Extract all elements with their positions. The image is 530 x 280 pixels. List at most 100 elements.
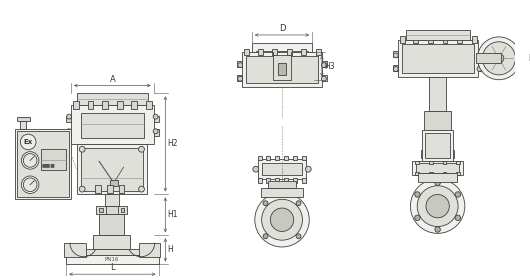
Bar	[293, 178, 297, 183]
Bar	[256, 52, 308, 55]
Circle shape	[263, 201, 268, 206]
Bar	[21, 121, 27, 129]
Bar	[422, 130, 453, 161]
Bar	[273, 55, 291, 80]
Circle shape	[263, 234, 268, 239]
Bar	[402, 44, 474, 73]
Bar	[475, 53, 501, 63]
Circle shape	[138, 186, 144, 192]
Bar	[41, 149, 66, 170]
Circle shape	[478, 37, 520, 80]
Bar	[258, 49, 262, 55]
Bar	[242, 52, 322, 87]
Circle shape	[494, 53, 504, 63]
Bar	[237, 61, 242, 67]
Bar	[472, 36, 476, 43]
Text: H1: H1	[167, 210, 178, 220]
Bar	[107, 185, 113, 193]
Text: H3: H3	[324, 62, 334, 71]
Bar	[99, 208, 103, 212]
Bar	[146, 101, 152, 109]
Bar	[258, 159, 306, 179]
Circle shape	[455, 192, 461, 197]
Bar	[416, 172, 419, 175]
Circle shape	[435, 180, 440, 186]
Bar	[81, 113, 144, 138]
Bar	[139, 243, 161, 257]
Bar	[478, 65, 482, 71]
Circle shape	[414, 192, 420, 197]
Circle shape	[23, 154, 37, 167]
Bar	[456, 161, 460, 164]
Bar	[416, 163, 459, 173]
Bar	[119, 185, 125, 193]
Circle shape	[321, 63, 326, 67]
Circle shape	[393, 53, 398, 58]
Bar	[303, 156, 306, 160]
Bar	[66, 116, 71, 122]
Bar	[272, 49, 277, 55]
Circle shape	[255, 193, 310, 247]
Bar	[246, 56, 318, 83]
Circle shape	[270, 208, 294, 231]
Bar	[262, 163, 303, 175]
Bar	[154, 116, 158, 122]
Bar	[398, 40, 478, 77]
Circle shape	[410, 179, 465, 233]
Bar	[429, 130, 446, 158]
Bar	[425, 133, 450, 158]
Bar	[64, 243, 85, 257]
Bar	[428, 36, 433, 43]
Bar	[81, 148, 143, 191]
Circle shape	[321, 76, 326, 81]
Bar	[429, 161, 433, 164]
Text: Ex: Ex	[23, 139, 33, 145]
Bar	[412, 161, 463, 175]
Bar	[478, 52, 482, 57]
Bar	[96, 206, 127, 214]
Circle shape	[153, 129, 158, 134]
Circle shape	[238, 76, 243, 81]
Bar	[154, 129, 158, 136]
Circle shape	[455, 215, 461, 221]
Bar	[117, 101, 122, 109]
Bar	[258, 156, 262, 160]
Bar	[267, 178, 270, 183]
Bar	[393, 52, 398, 57]
Circle shape	[296, 201, 301, 206]
Circle shape	[262, 199, 303, 240]
Bar	[121, 208, 125, 212]
Bar	[95, 185, 101, 193]
Circle shape	[435, 227, 440, 232]
Circle shape	[80, 186, 85, 192]
Circle shape	[393, 67, 398, 71]
Circle shape	[296, 234, 301, 239]
Bar	[303, 178, 306, 183]
Circle shape	[80, 146, 85, 152]
Bar	[429, 172, 433, 175]
Bar	[15, 129, 71, 199]
Bar	[443, 36, 447, 43]
Circle shape	[238, 63, 243, 67]
Circle shape	[67, 129, 72, 134]
Bar	[416, 161, 419, 164]
Bar	[76, 249, 149, 255]
Circle shape	[426, 195, 449, 218]
Circle shape	[477, 67, 482, 71]
Bar	[102, 101, 108, 109]
Bar	[302, 49, 306, 55]
Circle shape	[414, 215, 420, 221]
Bar	[268, 181, 296, 188]
Bar	[16, 131, 69, 197]
Circle shape	[21, 152, 39, 169]
Circle shape	[417, 186, 458, 227]
Circle shape	[23, 178, 37, 192]
Bar	[87, 101, 93, 109]
Bar	[99, 214, 125, 235]
Circle shape	[305, 166, 311, 172]
Bar	[284, 178, 288, 183]
Text: H: H	[167, 245, 173, 255]
Bar	[66, 255, 158, 265]
Circle shape	[253, 166, 259, 172]
Circle shape	[477, 53, 482, 58]
